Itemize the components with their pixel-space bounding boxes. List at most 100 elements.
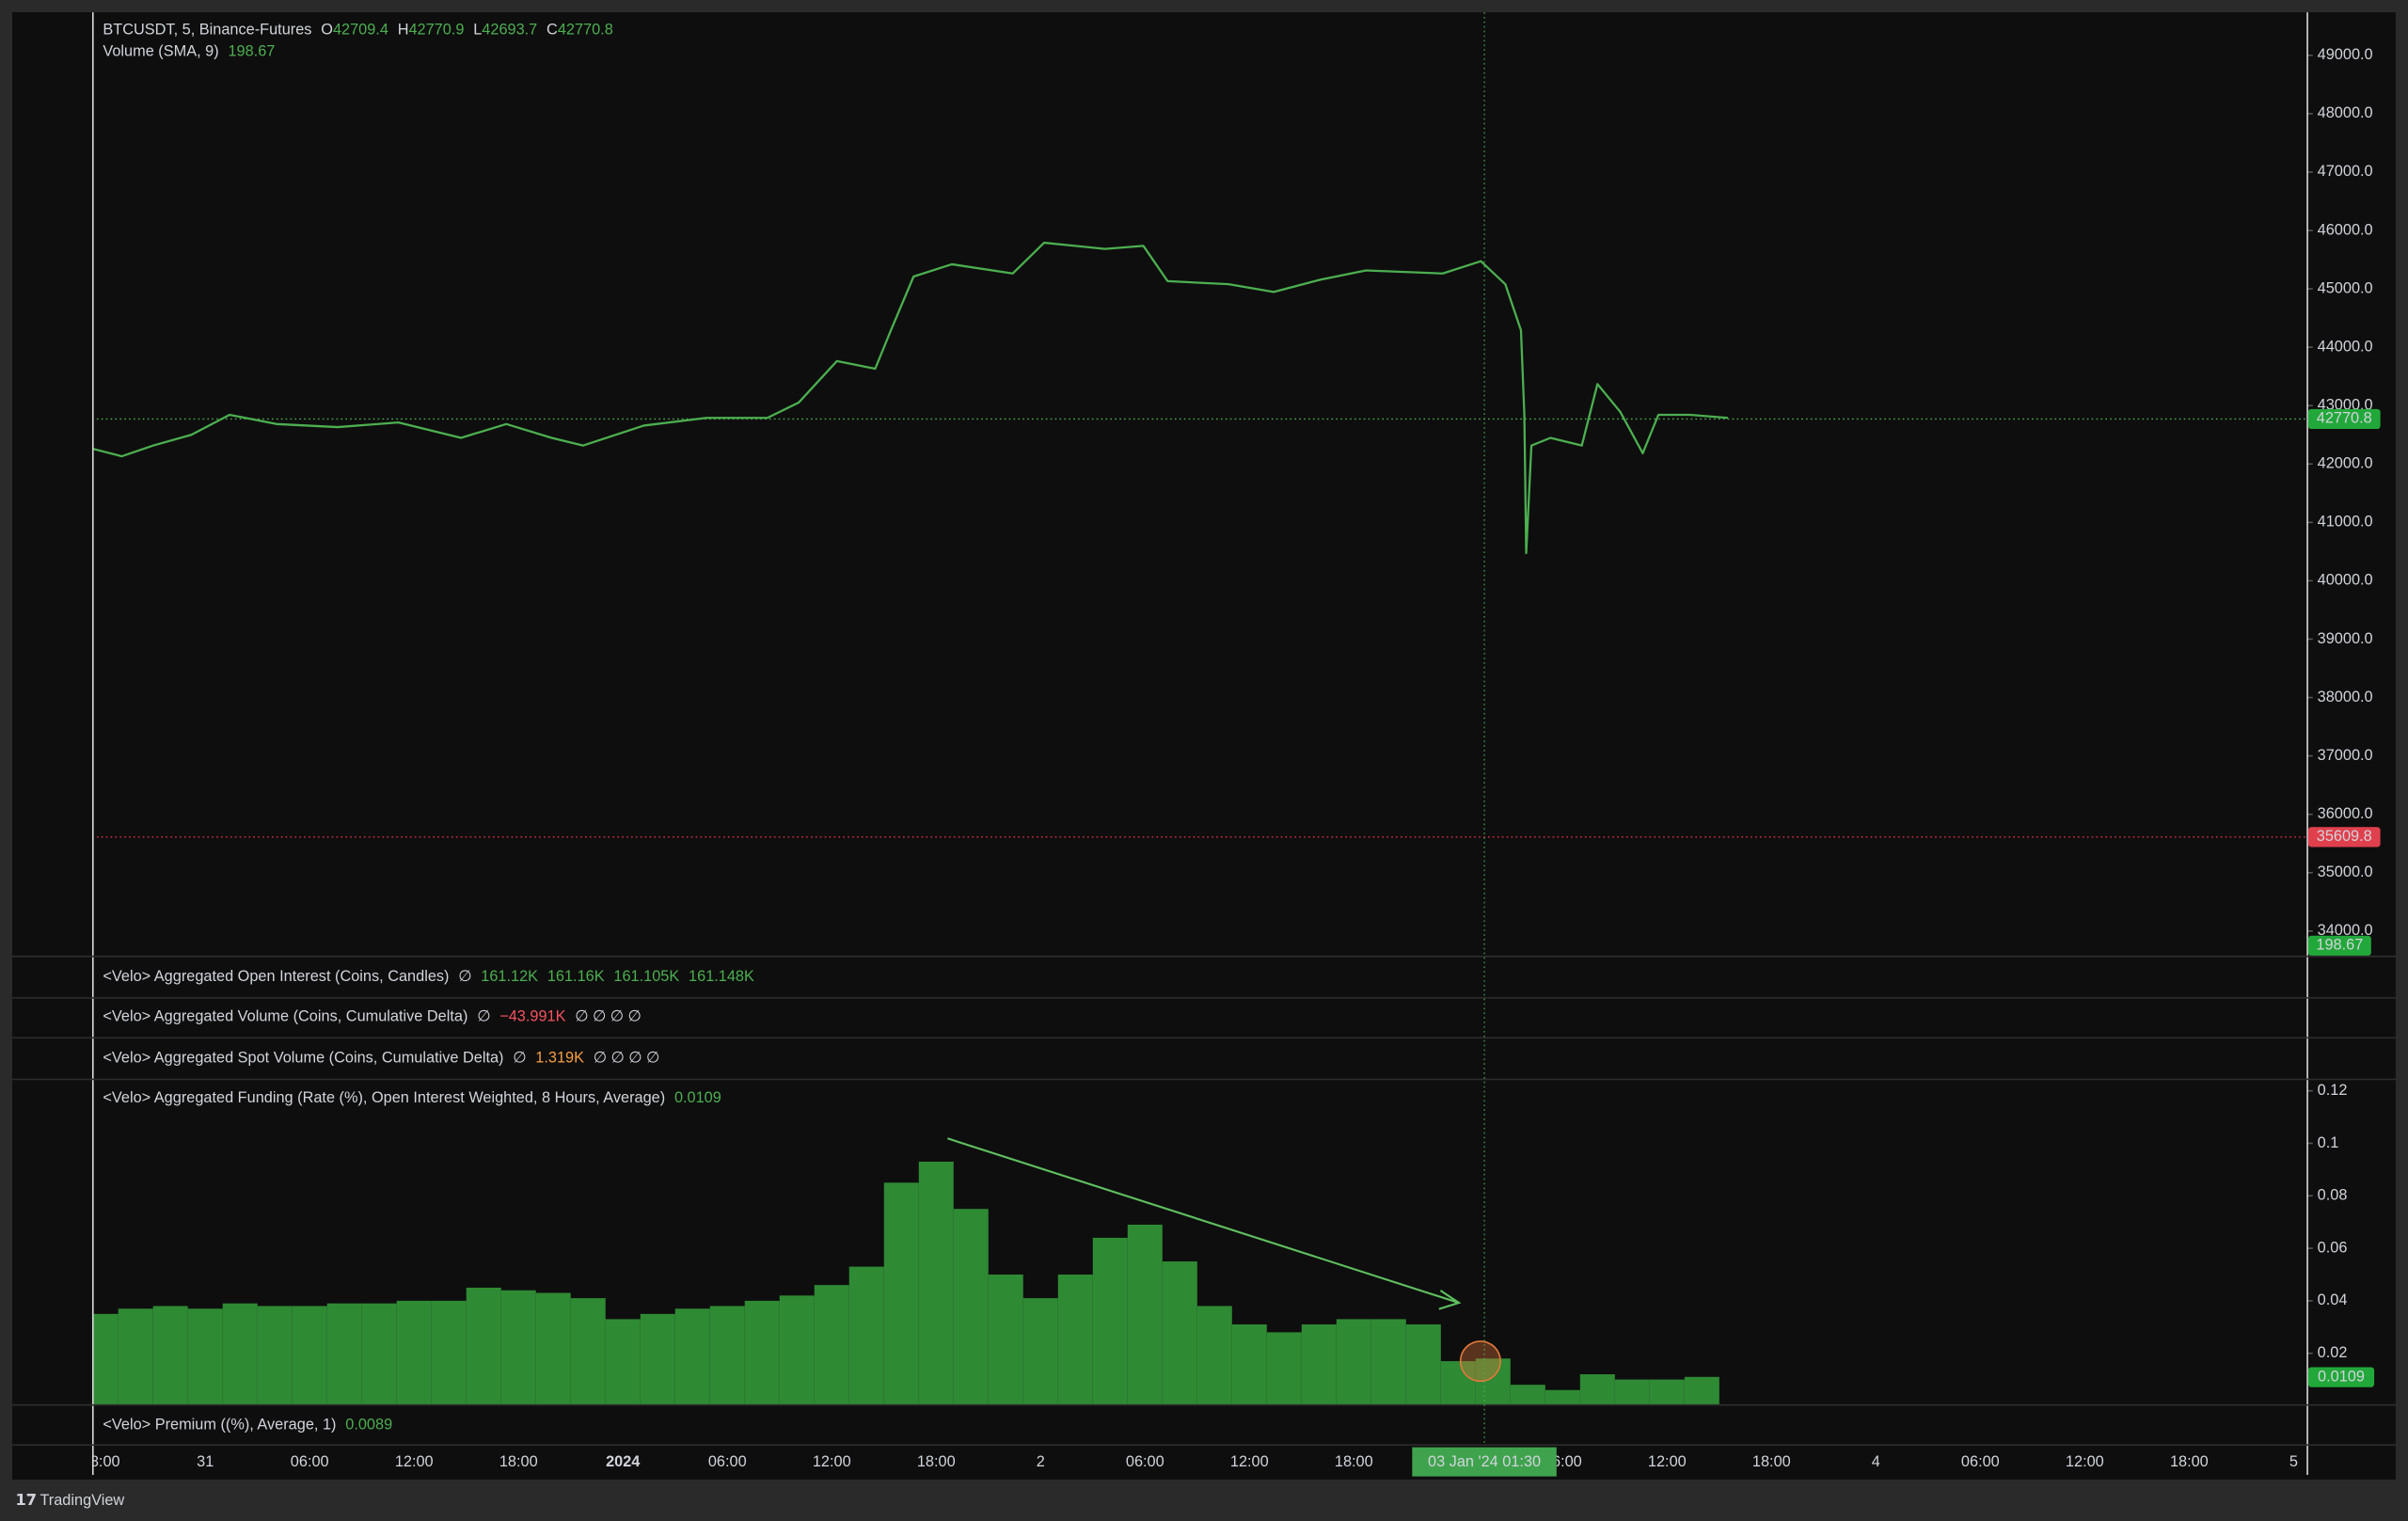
chart-area xyxy=(12,12,2396,1480)
funding-bar xyxy=(918,1162,954,1406)
y-tick-label: 42000.0 xyxy=(2318,455,2373,472)
funding-tag xyxy=(2307,1367,2375,1387)
pane-title: <Velo> Aggregated Volume (Coins, Cumulat… xyxy=(103,1008,467,1025)
funding-bar xyxy=(570,1298,606,1406)
volume-tag-label: 198.67 xyxy=(2316,937,2363,954)
alert-tag xyxy=(2307,827,2381,848)
pane-value: ∅ xyxy=(513,1050,526,1067)
funding-tag-label: 0.0109 xyxy=(2318,1368,2365,1385)
ohlc-value: 42770.8 xyxy=(558,22,613,39)
y-tick-label: 38000.0 xyxy=(2318,689,2373,705)
pane-title: <Velo> Premium ((%), Average, 1) xyxy=(103,1417,336,1434)
funding-bar xyxy=(257,1306,293,1406)
separators xyxy=(12,955,2396,1446)
funding-bar xyxy=(466,1287,501,1406)
funding-bar xyxy=(1301,1324,1337,1406)
pane-value: ∅ ∅ ∅ ∅ xyxy=(594,1050,659,1067)
funding-bar xyxy=(91,1313,119,1406)
pane-value: 0.0089 xyxy=(345,1417,392,1434)
pane-legend: <Velo> Aggregated Funding (Rate (%), Ope… xyxy=(103,1089,721,1106)
funding-bar xyxy=(674,1308,710,1406)
funding-bar xyxy=(988,1274,1023,1406)
ohlc-value: 42770.9 xyxy=(408,22,464,39)
price-line xyxy=(91,241,1729,555)
y-tick-label: 0.08 xyxy=(2318,1187,2348,1204)
crosshair-tag xyxy=(1412,1447,1557,1477)
pane-title: <Velo> Aggregated Spot Volume (Coins, Cu… xyxy=(103,1050,503,1067)
pane-value: ∅ xyxy=(477,1008,490,1025)
x-tick-label: 18:00 xyxy=(2170,1453,2209,1470)
funding-bar xyxy=(883,1182,919,1406)
funding-bar xyxy=(1440,1361,1476,1406)
alert-tag-label: 35609.8 xyxy=(2317,828,2372,845)
price-tag xyxy=(2307,408,2381,430)
x-tick-label: 18:00 xyxy=(1752,1453,1791,1470)
funding-bar xyxy=(1162,1261,1197,1406)
pane-legend: <Velo> Aggregated Spot Volume (Coins, Cu… xyxy=(103,1050,659,1067)
pane-value: −43.991K xyxy=(499,1008,565,1025)
y-tick-label: 0.1 xyxy=(2318,1134,2339,1151)
funding-bar xyxy=(535,1292,571,1406)
funding-bar xyxy=(709,1306,745,1406)
y-tick-label: 34000.0 xyxy=(2318,922,2373,939)
ohlc-value: 42693.7 xyxy=(482,22,537,39)
y-tick-label: 49000.0 xyxy=(2318,46,2373,63)
ohlc-key: C xyxy=(547,22,558,39)
pane-value: 161.105K xyxy=(613,968,679,985)
y-tick-label: 36000.0 xyxy=(2318,805,2373,822)
x-tick-label: 18:00 xyxy=(499,1453,538,1470)
pane-value: 1.319K xyxy=(535,1050,584,1067)
x-tick-label: 31 xyxy=(197,1453,214,1470)
y-tick-label: 41000.0 xyxy=(2318,514,2373,531)
x-tick-label: 12:00 xyxy=(1230,1453,1269,1470)
price-tag-label: 42770.8 xyxy=(2317,410,2372,427)
funding-bar xyxy=(152,1306,188,1406)
left-gutter xyxy=(12,12,92,1480)
funding-bar xyxy=(814,1285,849,1406)
x-tick-label: 06:00 xyxy=(1126,1453,1164,1470)
pane-legend: <Velo> Aggregated Volume (Coins, Cumulat… xyxy=(103,1008,641,1025)
x-tick-label: 12:00 xyxy=(395,1453,434,1470)
ohlc-key: H xyxy=(398,22,409,39)
funding-bar xyxy=(1231,1324,1267,1406)
funding-bar xyxy=(1370,1319,1406,1406)
trend-arrow xyxy=(947,1137,1460,1305)
funding-bar xyxy=(1545,1389,1580,1406)
volume-title: Volume (SMA, 9) xyxy=(103,43,218,60)
pane-value: 0.0109 xyxy=(674,1089,721,1106)
y-tick-label: 0.02 xyxy=(2318,1344,2348,1361)
y-tick-label: 44000.0 xyxy=(2318,338,2373,355)
x-tick-label: 06:00 xyxy=(708,1453,747,1470)
pane-legend: <Velo> Aggregated Open Interest (Coins, … xyxy=(103,968,754,985)
y-tick-label: 37000.0 xyxy=(2318,747,2373,764)
pane-value: 161.12K xyxy=(481,968,538,985)
y-tick-label: 48000.0 xyxy=(2318,104,2373,121)
funding-bar xyxy=(1510,1385,1545,1406)
funding-bar xyxy=(1579,1374,1615,1406)
highlight-circle xyxy=(1459,1340,1501,1383)
pane-value: ∅ ∅ ∅ ∅ xyxy=(575,1008,641,1025)
volume-tag xyxy=(2307,935,2371,956)
pane-title: <Velo> Aggregated Funding (Rate (%), Ope… xyxy=(103,1089,665,1106)
crosshair-label: 03 Jan '24 01:30 xyxy=(1428,1453,1541,1470)
x-tick-label: 4 xyxy=(1872,1453,1880,1470)
funding-bar xyxy=(1649,1379,1685,1406)
x-tick-label: 5 xyxy=(2289,1453,2298,1470)
funding-bar xyxy=(396,1300,432,1406)
x-tick-label: 12:00 xyxy=(2066,1453,2104,1470)
overlays: 42770.8 35609.8 198.67 0.0109 03 Jan '24 01:… xyxy=(1412,12,2381,1477)
funding-bar xyxy=(1405,1324,1441,1406)
funding-bar xyxy=(779,1295,815,1406)
y-tick-label: 35000.0 xyxy=(2318,863,2373,880)
funding-bar xyxy=(1336,1319,1371,1406)
marks: 34000.0 35000.0 36000.0 37000.0 38000.0 39000… xyxy=(82,46,2373,1470)
funding-bar xyxy=(326,1303,362,1406)
x-tick-label: 06:00 xyxy=(291,1453,329,1470)
funding-bar xyxy=(1057,1274,1093,1406)
symbol: BTCUSDT, 5, Binance-Futures xyxy=(103,22,311,39)
funding-bar xyxy=(744,1300,780,1406)
legend-main: BTCUSDT, 5, Binance-Futures O42709.4 H4277… xyxy=(103,22,612,39)
x-tick-label: 12:00 xyxy=(1648,1453,1687,1470)
pane-title: <Velo> Aggregated Open Interest (Coins, … xyxy=(103,968,449,985)
funding-bar xyxy=(1196,1306,1232,1406)
